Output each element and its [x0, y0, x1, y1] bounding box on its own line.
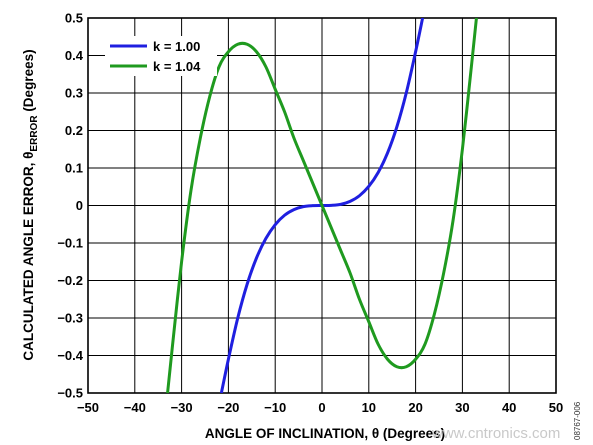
y-tick-label: 0.2	[65, 123, 83, 138]
plot-border	[87, 17, 557, 394]
x-tick-label: −30	[171, 400, 193, 415]
x-tick-label: 10	[362, 400, 376, 415]
y-axis-title: CALCULATED ANGLE ERROR, θERROR (Degrees)	[21, 49, 40, 360]
series-line-2	[166, 18, 478, 393]
x-tick-label: 50	[549, 400, 563, 415]
x-tick-label: 20	[408, 400, 422, 415]
legend-label-1: k = 1.00	[153, 39, 200, 54]
x-tick-label: −40	[124, 400, 146, 415]
figure-id: 08767-006	[573, 401, 582, 440]
watermark: www.cntronics.com	[431, 425, 560, 442]
x-tick-label: −20	[217, 400, 239, 415]
y-axis-title-suffix: (Degrees)	[21, 49, 36, 115]
y-tick-label: −0.4	[57, 348, 83, 363]
y-tick-label: −0.3	[57, 311, 83, 326]
y-axis-title-main: CALCULATED ANGLE ERROR, θ	[21, 152, 36, 361]
y-tick-label: −0.1	[57, 236, 83, 251]
x-axis-title: ANGLE OF INCLINATION, θ (Degrees)	[205, 426, 445, 441]
y-tick-label: −0.2	[57, 273, 83, 288]
x-tick-label: −50	[77, 400, 99, 415]
plot-frame	[87, 17, 557, 394]
y-tick-label: −0.5	[57, 386, 83, 401]
series-layer	[166, 18, 478, 393]
y-tick-label: 0.4	[65, 48, 84, 63]
legend: k = 1.00 k = 1.04	[105, 36, 217, 76]
x-tick-label: 0	[318, 400, 325, 415]
y-tick-label: 0.5	[65, 11, 83, 26]
x-tick-labels: −50 −40 −30 −20 −10 0 10 20 30 40 50	[77, 400, 563, 415]
y-tick-label: 0.1	[65, 161, 83, 176]
y-tick-label: 0.3	[65, 86, 83, 101]
x-tick-label: −10	[264, 400, 286, 415]
legend-background	[105, 36, 217, 76]
y-tick-labels: 0.5 0.4 0.3 0.2 0.1 0 −0.1 −0.2 −0.3 −0.4 −0.5	[57, 11, 83, 401]
y-axis-title-subscript: ERROR	[29, 115, 40, 152]
x-tick-label: 30	[455, 400, 469, 415]
y-tick-label: 0	[76, 198, 83, 213]
legend-label-2: k = 1.04	[153, 59, 201, 74]
x-tick-label: 40	[502, 400, 516, 415]
